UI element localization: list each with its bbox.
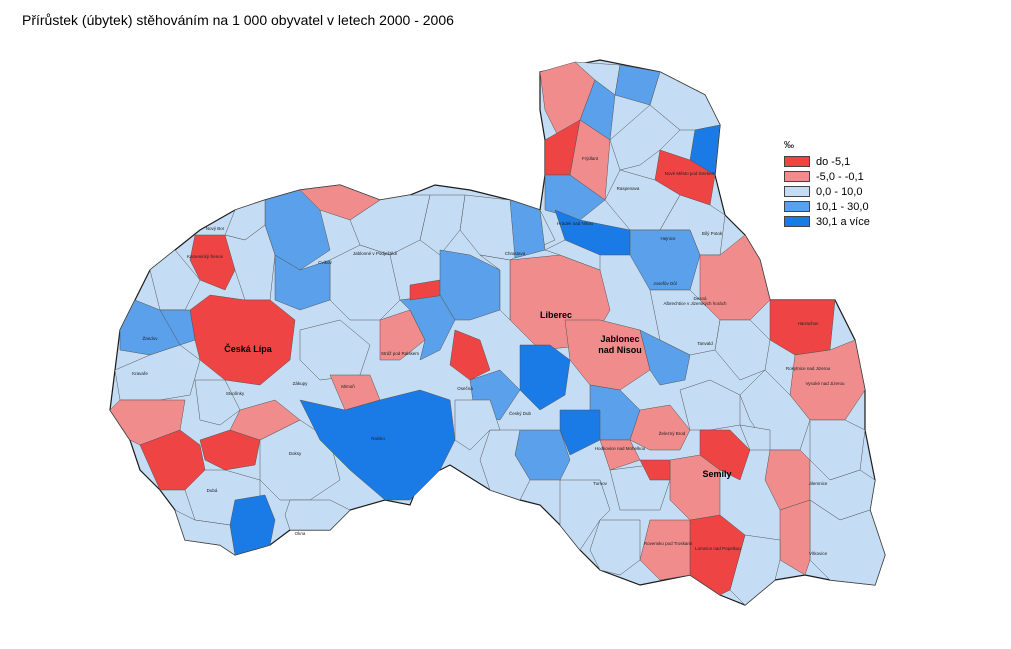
municipality-label-hejnice: Hejnice: [660, 236, 676, 241]
municipality-label-jablonne: Jablonné v Podještědí: [353, 251, 398, 256]
legend-label: 30,1 a více: [816, 215, 870, 228]
municipality-area: [189, 294, 296, 386]
municipality-label-novy_bor: Nový Bor: [206, 226, 225, 231]
legend-item: -5,0 - -0,1: [784, 169, 870, 184]
legend: ‰ do -5,1 -5,0 - -0,1 0,0 - 10,0 10,1 - 30,…: [784, 140, 870, 229]
municipality-area: [159, 309, 196, 346]
municipality-label-okna: Okna: [295, 531, 306, 536]
municipality-label-nove_mesto: Nové Město pod Smrkem: [665, 171, 716, 176]
municipality-label-harrachov: Harrachov: [798, 321, 820, 326]
legend-item: 0,0 - 10,0: [784, 184, 870, 199]
municipality-area: [274, 254, 331, 311]
city-label-semily: Semily: [702, 469, 731, 479]
municipality-label-vitkovice: Vítkovice: [809, 551, 828, 556]
municipality-area: [439, 249, 501, 321]
municipality-label-lomnice: Lomnice nad Popelkou: [695, 546, 741, 551]
municipality-area: [299, 184, 381, 221]
municipality-label-rovensko: Rovensko pod Troskami: [644, 541, 692, 546]
municipality-area: [559, 409, 601, 456]
legend-swatch: [784, 171, 810, 182]
municipality-label-dubá: Dubá: [207, 488, 218, 493]
legend-label: do -5,1: [816, 155, 851, 168]
legend-unit: ‰: [784, 140, 794, 151]
municipality-label-cesky_dub: Český Dub: [509, 410, 532, 416]
municipality-area: [149, 249, 201, 311]
city-label-ceska-lipa: Česká Lípa: [224, 343, 273, 354]
legend-swatch: [784, 156, 810, 167]
city-label-nad-nisou: nad Nisou: [598, 345, 642, 355]
municipality-area: [809, 499, 886, 586]
municipality-label-zandov: Žandov: [142, 334, 158, 341]
municipality-area: [109, 399, 186, 446]
legend-item: 30,1 a více: [784, 214, 870, 229]
municipality-label-mimon: Mimoň: [341, 384, 355, 389]
map-title: Přírůstek (úbytek) stěhováním na 1 000 o…: [22, 12, 454, 28]
municipality-label-straz: Stráž pod Ralskem: [381, 351, 419, 356]
legend-swatch: [784, 186, 810, 197]
municipality-area: [454, 399, 501, 451]
municipality-area: [174, 509, 236, 556]
municipality-label-zakupy: Zákupy: [293, 381, 309, 386]
legend-label: -5,0 - -0,1: [816, 170, 864, 183]
municipality-label-osecna: Osečná: [457, 386, 473, 391]
municipality-area: [564, 319, 651, 391]
municipality-area: [544, 239, 601, 271]
municipality-area: [639, 329, 691, 386]
municipality-label-desna: Desná: [693, 296, 707, 301]
municipality-area: [544, 174, 606, 221]
municipality-label-frydlant: Frýdlant: [582, 156, 599, 161]
municipality-label-josefuv_dul: Josefův Důl: [653, 280, 677, 286]
legend-item: 10,1 - 30,0: [784, 199, 870, 214]
municipality-label-turnov: Turnov: [593, 481, 608, 486]
municipality-area: [284, 499, 351, 531]
legend-label: 10,1 - 30,0: [816, 200, 869, 213]
legend-swatch: [784, 201, 810, 212]
municipality-area: [229, 399, 301, 441]
municipality-label-kravare: Kravaře: [132, 371, 148, 376]
municipality-label-doksy: Doksy: [289, 451, 302, 456]
city-label-jablonec: Jablonec: [600, 334, 639, 344]
municipality-label-albrechtice: Albrechtice v Jizerských horách: [663, 301, 727, 306]
municipality-label-jilemnice: Jilemnice: [809, 481, 828, 486]
municipality-label-zelezny_brod: Železný Brod: [659, 429, 686, 436]
municipality-area: [379, 309, 426, 361]
municipality-area: [224, 224, 276, 301]
municipality-label-tanvald: Tanvald: [697, 341, 713, 346]
legend-label: 0,0 - 10,0: [816, 185, 863, 198]
municipality-label-vysoke: Vysoké nad Jizerou: [805, 381, 845, 386]
municipality-area: [739, 424, 771, 451]
municipality-area: [449, 329, 491, 381]
municipality-label-rokytnice: Rokytnice nad Jizerou: [786, 366, 831, 371]
municipality-area: [589, 519, 641, 576]
municipality-area: [519, 344, 571, 411]
municipality-area: [639, 519, 691, 581]
municipality-area: [629, 229, 701, 291]
municipality-area: [194, 379, 241, 426]
legend-swatch: [784, 216, 810, 227]
municipality-label-kamenicky: Kamenický Šenov: [187, 253, 224, 259]
municipality-area: [299, 389, 456, 501]
municipality-label-raspenava: Raspenava: [617, 186, 640, 191]
legend-item: do -5,1: [784, 154, 870, 169]
municipality-label-stvolinky: Stvolínky: [226, 391, 245, 396]
municipality-area: [639, 459, 671, 481]
municipality-area: [699, 429, 751, 481]
municipality-area: [349, 194, 431, 256]
municipality-area: [559, 479, 611, 551]
municipality-area: [479, 429, 531, 501]
municipality-label-hodkovice: Hodkovice nad Mohelkou: [595, 446, 646, 451]
municipality-area: [479, 254, 511, 321]
municipality-label-cvikov: Cvikov: [318, 260, 332, 265]
municipality-label-chrastava: Chrastava: [505, 251, 526, 256]
municipality-label-hradek: Hrádek nad Nisou: [557, 221, 594, 226]
municipality-area: [329, 244, 401, 321]
municipality-label-ralsko: Ralsko: [371, 436, 385, 441]
municipality-label-bily_potok: Bílý Potok: [702, 231, 723, 236]
city-label-liberec: Liberec: [540, 310, 572, 320]
